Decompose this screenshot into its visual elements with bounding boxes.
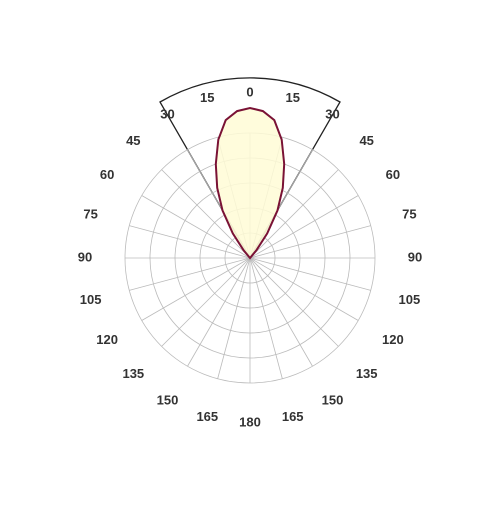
angle-label: 135	[356, 366, 378, 381]
angle-label: 75	[402, 207, 416, 222]
angle-label: 120	[96, 332, 118, 347]
angle-label: 120	[382, 332, 404, 347]
angle-label: 15	[285, 90, 299, 105]
angle-label: 150	[157, 392, 179, 407]
angle-label: 105	[80, 292, 102, 307]
angle-label: 105	[399, 292, 421, 307]
spoke	[249, 225, 371, 259]
cutoff-wedge	[159, 77, 341, 260]
intensity-curve	[214, 106, 286, 260]
angle-label: 90	[408, 249, 422, 264]
spoke	[161, 169, 251, 259]
spoke	[249, 169, 339, 259]
spoke	[249, 257, 339, 347]
angle-label: 75	[83, 207, 97, 222]
angle-label: 90	[78, 249, 92, 264]
spoke	[141, 257, 251, 321]
spoke	[129, 257, 251, 291]
angle-label: 60	[386, 167, 400, 182]
spoke	[249, 257, 371, 291]
angle-label: 135	[122, 366, 144, 381]
angle-label: 60	[100, 167, 114, 182]
spoke	[249, 257, 283, 379]
angle-label: 30	[325, 107, 339, 122]
spoke	[249, 257, 359, 321]
angle-label: 30	[160, 107, 174, 122]
spoke	[187, 257, 251, 367]
spoke	[161, 257, 251, 347]
spoke	[217, 257, 251, 379]
spoke	[249, 195, 359, 259]
angle-label: 45	[126, 133, 140, 148]
angle-label: 165	[282, 409, 304, 424]
spoke	[141, 195, 251, 259]
angle-label: 45	[359, 133, 373, 148]
angle-label: 150	[322, 392, 344, 407]
angle-label: 165	[196, 409, 218, 424]
angle-label: 15	[200, 90, 214, 105]
spoke	[129, 225, 251, 259]
angle-label: 0	[246, 84, 253, 99]
spoke	[249, 257, 313, 367]
angle-label: 180	[239, 414, 261, 429]
